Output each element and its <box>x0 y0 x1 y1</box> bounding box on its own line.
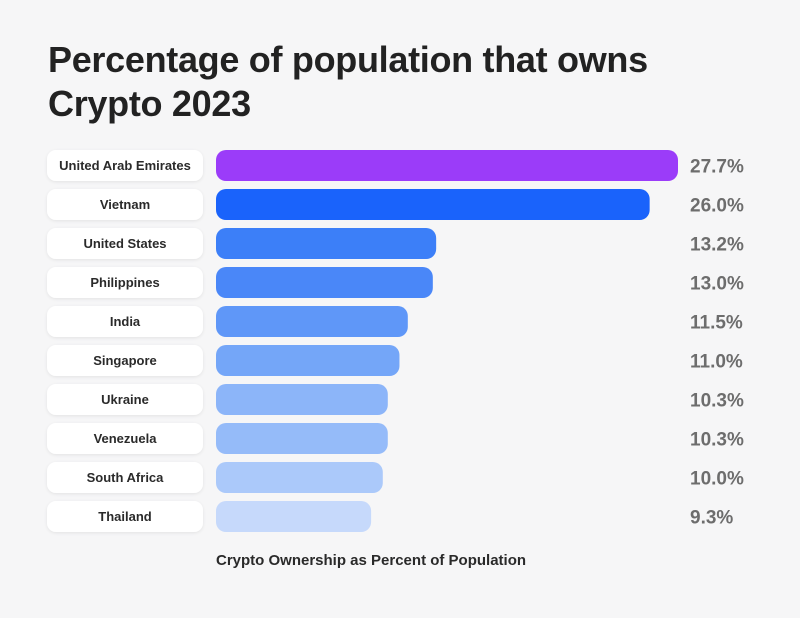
category-pill <box>47 462 203 493</box>
bar <box>216 345 400 376</box>
category-label: South Africa <box>87 470 165 485</box>
category-label: Ukraine <box>101 392 149 407</box>
category-label: Singapore <box>93 353 157 368</box>
chart-title: Percentage of population that owns Crypt… <box>48 39 648 124</box>
x-axis-label: Crypto Ownership as Percent of Populatio… <box>216 552 527 569</box>
category-pill <box>47 228 203 259</box>
category-label: United States <box>83 236 166 251</box>
category-pill <box>47 306 203 337</box>
value-label: 13.0% <box>690 274 744 295</box>
bar <box>216 189 650 220</box>
category-pill <box>47 423 203 454</box>
value-label: 13.2% <box>690 235 744 256</box>
bar <box>216 384 388 415</box>
value-label: 10.0% <box>690 469 744 490</box>
bar <box>216 267 433 298</box>
value-label: 10.3% <box>690 430 744 451</box>
category-pill <box>47 267 203 298</box>
category-pill <box>47 345 203 376</box>
category-pill <box>47 384 203 415</box>
category-label: Vietnam <box>100 197 150 212</box>
value-label: 27.7% <box>690 157 744 178</box>
bar <box>216 501 372 532</box>
value-label: 11.0% <box>690 352 743 373</box>
category-label: Thailand <box>98 509 152 524</box>
bar <box>216 462 383 493</box>
category-label: United Arab Emirates <box>59 158 191 173</box>
bar <box>216 306 408 337</box>
value-label: 26.0% <box>690 196 744 217</box>
bar <box>216 228 437 259</box>
value-label: 10.3% <box>690 391 744 412</box>
value-label: 9.3% <box>690 508 733 529</box>
bar <box>216 150 678 181</box>
category-label: Venezuela <box>94 431 158 446</box>
category-label: Philippines <box>90 275 159 290</box>
category-label: India <box>110 314 141 329</box>
bar <box>216 423 388 454</box>
value-label: 11.5% <box>690 313 743 334</box>
category-pill <box>47 189 203 220</box>
category-pill <box>47 501 203 532</box>
category-pill <box>47 150 203 181</box>
